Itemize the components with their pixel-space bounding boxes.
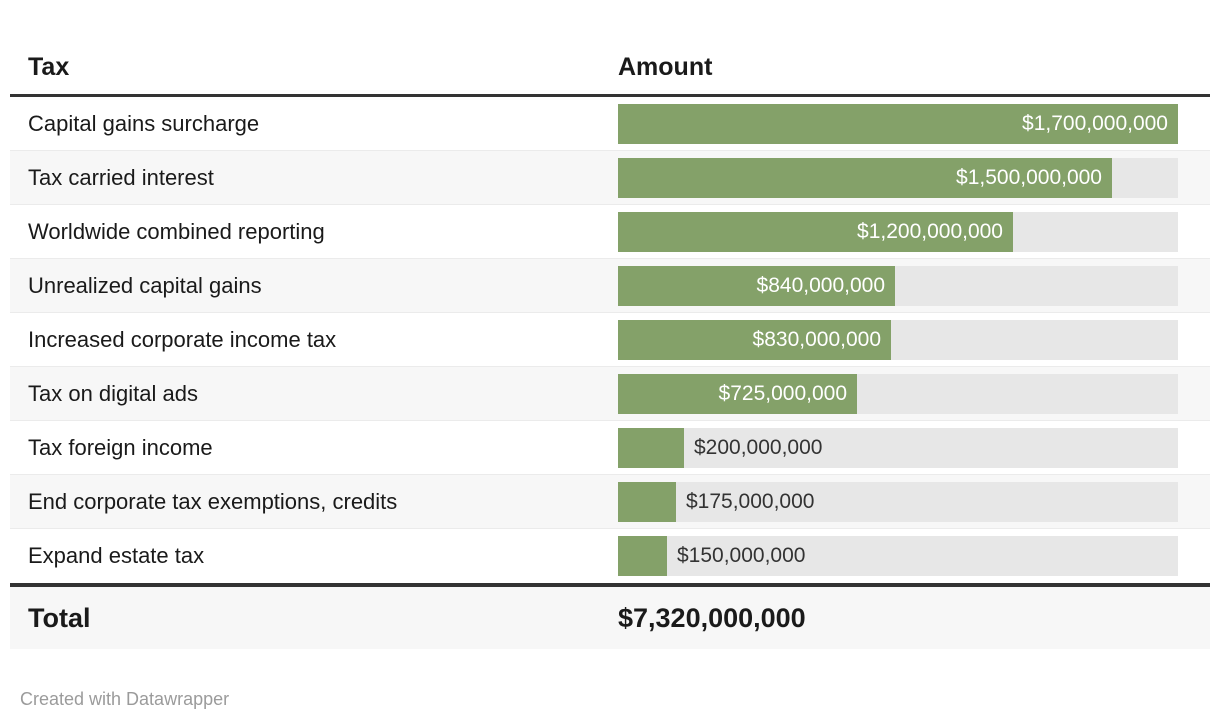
tax-name: Unrealized capital gains xyxy=(28,272,262,298)
bar-fill: $1,500,000,000 xyxy=(618,157,1112,198)
tax-name: End corporate tax exemptions, credits xyxy=(28,488,398,514)
bar-track: $175,000,000 xyxy=(618,481,1178,522)
table-row: Worldwide combined reporting $1,200,000,0… xyxy=(10,205,1210,259)
bar-value-label: $1,500,000,000 xyxy=(956,165,1102,189)
bar-track: $1,500,000,000 xyxy=(618,157,1178,198)
total-label: Total xyxy=(28,602,91,633)
bar-value-label: $175,000,000 xyxy=(686,489,815,513)
bar-track: $1,700,000,000 xyxy=(618,103,1178,144)
bar-value-label: $1,700,000,000 xyxy=(1022,111,1168,135)
tax-name: Tax carried interest xyxy=(28,164,214,190)
table-row: Capital gains surcharge $1,700,000,000 xyxy=(10,97,1210,151)
tax-name: Increased corporate income tax xyxy=(28,326,337,352)
bar-fill: $830,000,000 xyxy=(618,319,891,360)
tax-name: Worldwide combined reporting xyxy=(28,218,325,244)
table-body: Capital gains surcharge $1,700,000,000 Tax… xyxy=(10,97,1210,583)
table-row: Increased corporate income tax $830,000,0… xyxy=(10,313,1210,367)
bar-value-label: $1,200,000,000 xyxy=(857,219,1003,243)
tax-name: Tax foreign income xyxy=(28,434,213,460)
datawrapper-table-chart: Tax Amount Capital gains surcharge $1,700… xyxy=(10,40,1210,710)
table-header-row: Tax Amount xyxy=(10,40,1210,97)
tax-name: Capital gains surcharge xyxy=(28,110,260,136)
table-row: Tax carried interest $1,500,000,000 xyxy=(10,151,1210,205)
bar-fill: $840,000,000 xyxy=(618,265,895,306)
table-row: Unrealized capital gains $840,000,000 xyxy=(10,259,1210,313)
bar-fill: $725,000,000 xyxy=(618,373,857,414)
column-header-tax: Tax xyxy=(28,52,70,81)
bar-value-label: $200,000,000 xyxy=(694,435,823,459)
bar-value-label: $150,000,000 xyxy=(677,544,806,567)
bar-fill xyxy=(618,481,676,522)
bar-fill xyxy=(618,427,684,468)
bar-track: $200,000,000 xyxy=(618,427,1178,468)
bar-track: $725,000,000 xyxy=(618,373,1178,414)
table-row: End corporate tax exemptions, credits $17… xyxy=(10,475,1210,529)
column-header-amount: Amount xyxy=(618,52,713,81)
bar-track: $840,000,000 xyxy=(618,265,1178,306)
bar-track: $150,000,000 xyxy=(618,536,1178,576)
total-row: Total $7,320,000,000 xyxy=(10,583,1210,649)
table-row: Tax foreign income $200,000,000 xyxy=(10,421,1210,475)
bar-track: $1,200,000,000 xyxy=(618,211,1178,252)
tax-name: Tax on digital ads xyxy=(28,380,198,406)
table-row: Expand estate tax $150,000,000 xyxy=(10,529,1210,583)
bar-fill: $1,700,000,000 xyxy=(618,103,1178,144)
bar-fill: $1,200,000,000 xyxy=(618,211,1013,252)
tax-name: Expand estate tax xyxy=(28,543,205,568)
bar-value-label: $725,000,000 xyxy=(718,381,847,405)
bar-fill xyxy=(618,536,667,576)
datawrapper-credit-link[interactable]: Created with Datawrapper xyxy=(20,689,230,709)
bar-value-label: $830,000,000 xyxy=(752,327,881,351)
bar-track: $830,000,000 xyxy=(618,319,1178,360)
chart-footer: Created with Datawrapper xyxy=(10,689,1210,710)
bar-value-label: $840,000,000 xyxy=(756,273,885,297)
total-amount: $7,320,000,000 xyxy=(618,602,806,633)
table-row: Tax on digital ads $725,000,000 xyxy=(10,367,1210,421)
